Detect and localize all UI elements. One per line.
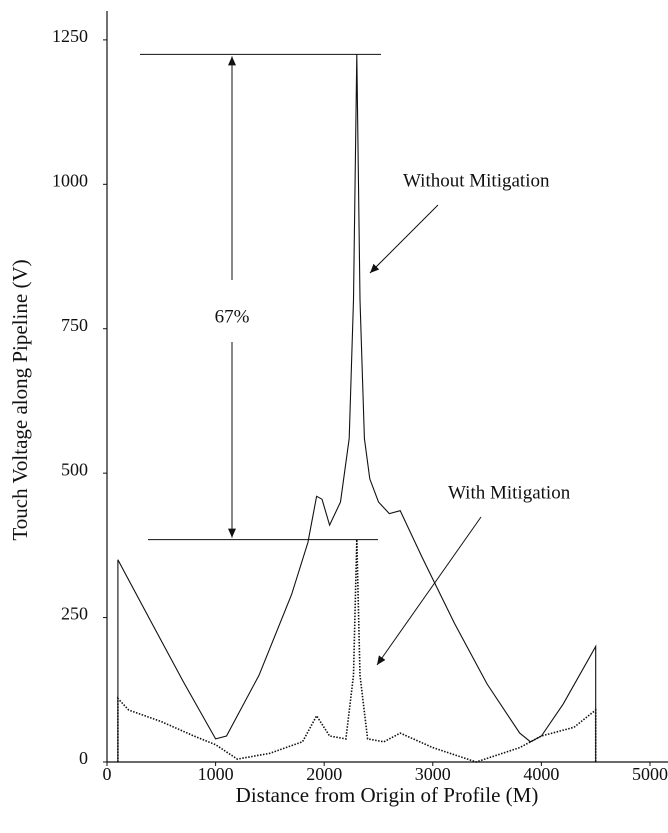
x-tick-label: 3000 [415, 764, 451, 784]
y-tick-label: 750 [61, 315, 88, 335]
y-tick-label: 0 [79, 748, 88, 768]
line-series [117, 539, 597, 763]
x-tick-label: 1000 [198, 764, 234, 784]
y-tick-label: 500 [61, 459, 88, 479]
annotation: 67% [215, 306, 250, 327]
annotation: Without Mitigation [403, 170, 550, 191]
y-axis-title: Touch Voltage along Pipeline (V) [8, 259, 32, 540]
annotation: With Mitigation [448, 482, 571, 503]
y-tick-label: 1250 [52, 26, 88, 46]
x-tick-label: 5000 [632, 764, 668, 784]
x-tick-label: 4000 [523, 764, 559, 784]
line-series [117, 54, 597, 762]
annotation-arrow [369, 204, 439, 274]
y-tick-label: 1000 [52, 170, 88, 190]
x-axis-title: Distance from Origin of Profile (M) [236, 783, 539, 807]
annotation-arrow [376, 516, 482, 666]
x-tick-label: 2000 [306, 764, 342, 784]
x-tick-label: 0 [103, 764, 112, 784]
y-tick-label: 250 [61, 604, 88, 624]
